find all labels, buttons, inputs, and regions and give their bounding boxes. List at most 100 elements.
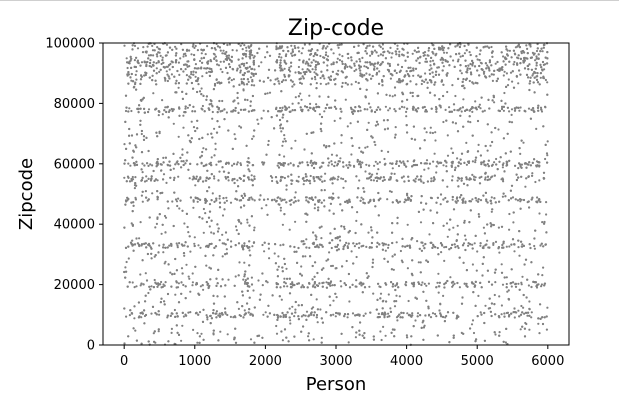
scatter-point	[354, 336, 357, 339]
scatter-point	[504, 195, 507, 198]
scatter-point	[300, 98, 303, 101]
scatter-point	[235, 163, 238, 166]
scatter-point	[323, 199, 326, 202]
scatter-point	[338, 235, 341, 238]
scatter-point	[454, 122, 457, 125]
scatter-point	[443, 259, 446, 262]
scatter-point	[139, 99, 142, 102]
scatter-point	[222, 170, 226, 173]
scatter-point	[141, 312, 144, 315]
scatter-point	[527, 311, 530, 314]
scatter-point	[185, 314, 188, 317]
scatter-point	[124, 246, 128, 249]
scatter-point	[533, 76, 536, 79]
scatter-point	[411, 107, 415, 110]
scatter-point	[336, 243, 339, 246]
scatter-point	[302, 240, 305, 243]
scatter-point	[459, 114, 462, 117]
scatter-point	[514, 285, 518, 288]
scatter-point	[465, 49, 468, 52]
scatter-point	[153, 330, 156, 333]
scatter-point	[127, 162, 130, 165]
scatter-point	[146, 252, 149, 256]
scatter-point	[280, 80, 284, 83]
scatter-point	[346, 65, 349, 68]
scatter-point	[234, 275, 237, 278]
scatter-point	[508, 212, 511, 216]
scatter-point	[271, 198, 274, 201]
scatter-point	[366, 67, 370, 70]
scatter-point	[183, 254, 186, 257]
scatter-point	[525, 166, 528, 169]
scatter-point	[373, 164, 376, 167]
scatter-point	[294, 96, 297, 99]
scatter-point	[529, 45, 532, 48]
scatter-point	[312, 338, 315, 341]
scatter-point	[279, 179, 282, 182]
scatter-point	[386, 62, 390, 65]
scatter-point	[297, 65, 300, 69]
scatter-point	[476, 119, 480, 123]
scatter-point	[545, 231, 548, 234]
scatter-point	[138, 237, 141, 240]
scatter-point	[200, 162, 203, 165]
scatter-point	[383, 257, 386, 260]
scatter-point	[456, 179, 459, 182]
scatter-point	[167, 75, 170, 78]
scatter-point	[462, 261, 465, 264]
scatter-point	[246, 78, 249, 81]
scatter-point	[246, 282, 249, 285]
scatter-point	[228, 81, 231, 84]
scatter-point	[288, 199, 291, 202]
scatter-point	[330, 160, 333, 163]
scatter-point	[358, 179, 361, 182]
scatter-point	[200, 48, 203, 51]
scatter-point	[486, 149, 489, 152]
scatter-point	[421, 241, 424, 244]
scatter-point	[208, 70, 211, 73]
scatter-point	[293, 109, 297, 112]
scatter-point	[240, 222, 243, 225]
scatter-point	[203, 110, 206, 113]
scatter-point	[535, 55, 538, 58]
scatter-point	[505, 286, 508, 289]
scatter-point	[226, 313, 229, 317]
scatter-point	[395, 71, 398, 75]
scatter-point	[510, 56, 513, 59]
scatter-point	[533, 237, 536, 240]
scatter-point	[430, 56, 433, 60]
scatter-point	[431, 59, 435, 62]
scatter-point	[232, 85, 235, 88]
scatter-point	[432, 160, 435, 163]
scatter-point	[355, 279, 358, 282]
scatter-point	[206, 282, 210, 285]
scatter-point	[315, 238, 318, 241]
scatter-point	[180, 166, 183, 169]
scatter-point	[330, 63, 333, 66]
scatter-point	[192, 87, 195, 90]
scatter-point	[314, 78, 317, 81]
scatter-point	[389, 176, 392, 179]
scatter-point	[458, 177, 461, 180]
scatter-point	[506, 290, 509, 293]
scatter-point	[289, 283, 292, 286]
scatter-point	[326, 69, 329, 72]
scatter-point	[320, 175, 323, 178]
scatter-point	[308, 179, 311, 182]
scatter-point	[459, 55, 462, 58]
scatter-point	[139, 312, 142, 315]
scatter-point	[248, 170, 251, 173]
scatter-point	[521, 275, 524, 278]
scatter-point	[171, 48, 174, 51]
scatter-point	[192, 70, 195, 73]
scatter-point	[493, 293, 496, 297]
scatter-point	[228, 43, 231, 46]
scatter-point	[318, 243, 322, 246]
scatter-point	[399, 249, 402, 253]
scatter-point	[496, 77, 499, 80]
scatter-point	[205, 98, 208, 101]
scatter-point	[170, 285, 173, 288]
scatter-point	[149, 54, 152, 57]
scatter-point	[500, 51, 503, 54]
scatter-point	[206, 316, 209, 319]
